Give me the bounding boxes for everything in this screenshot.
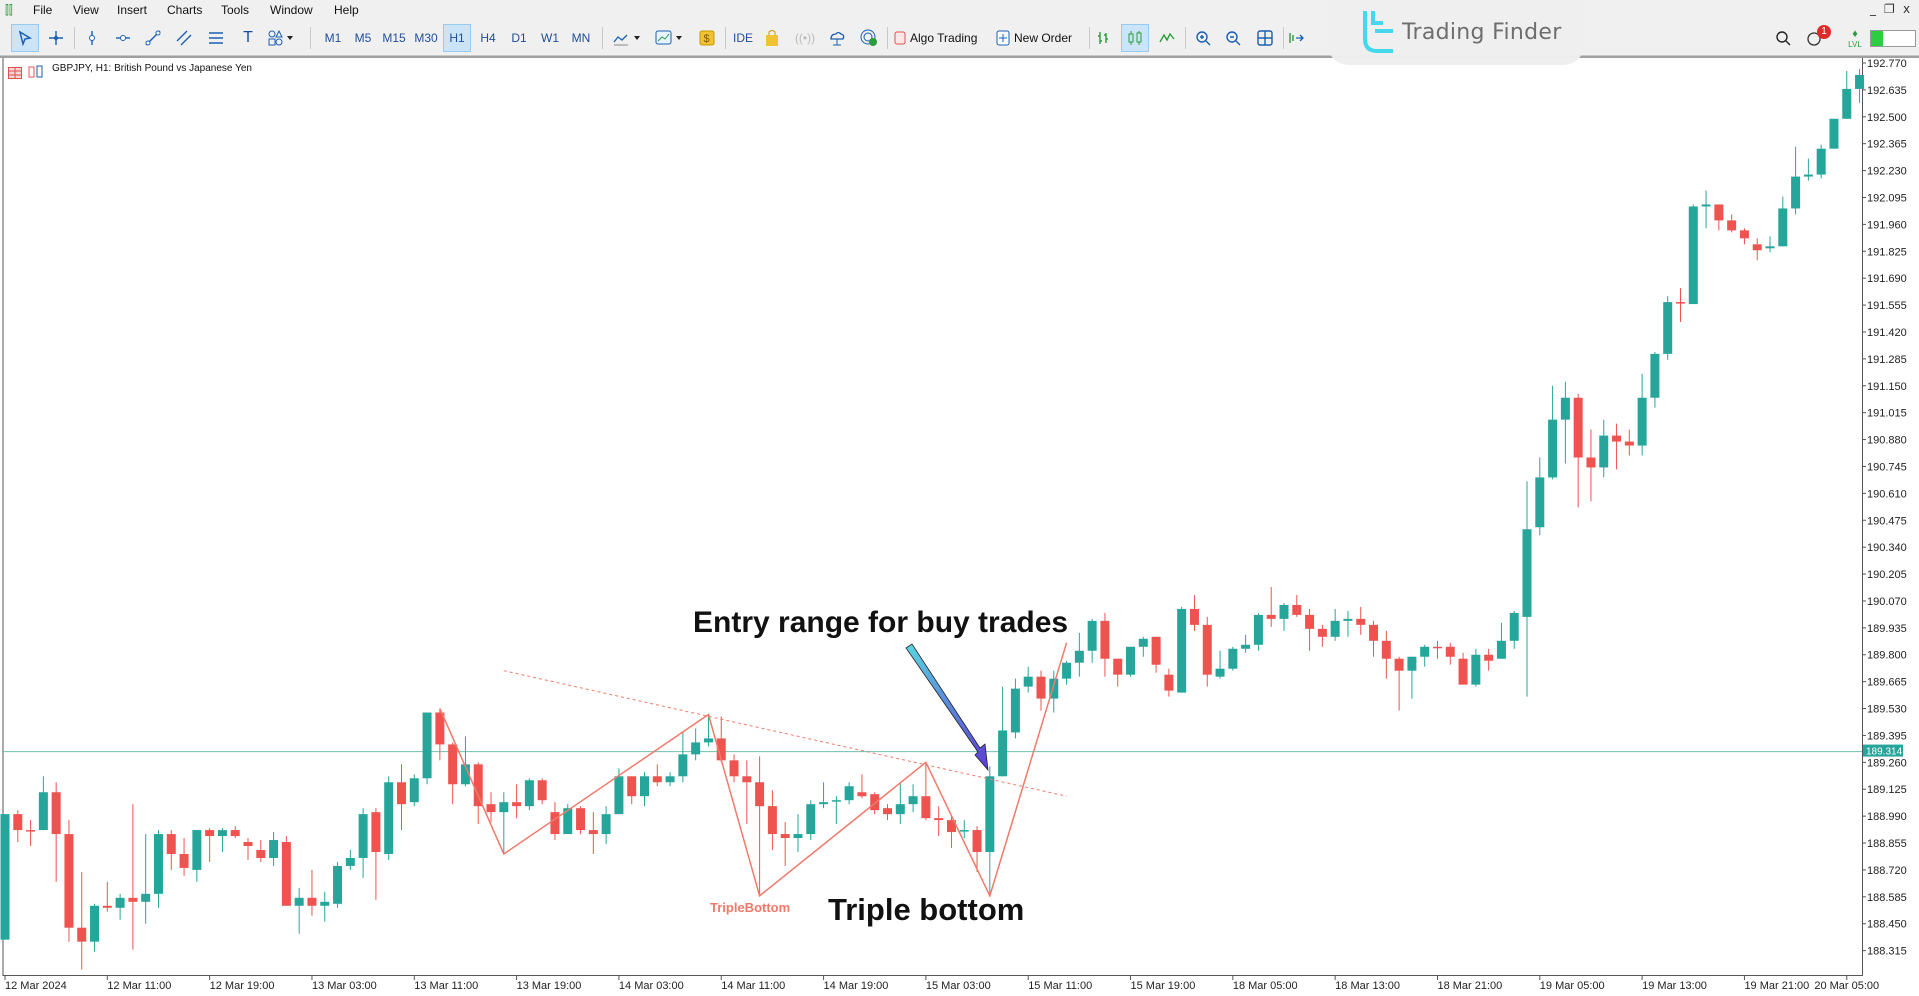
- timeframe-m15[interactable]: M15: [382, 31, 406, 45]
- notification-icon[interactable]: 1: [1803, 24, 1831, 52]
- channel-icon[interactable]: [172, 24, 196, 52]
- minimize-button[interactable]: _: [1870, 2, 1876, 16]
- template-icon[interactable]: [652, 24, 688, 52]
- signals-icon[interactable]: ((•)): [794, 31, 816, 45]
- line-chart-icon[interactable]: [1155, 24, 1179, 52]
- lvl-icon[interactable]: ♦ LVL: [1848, 27, 1862, 49]
- new-order-icon: [996, 30, 1010, 46]
- chart-window[interactable]: [0, 56, 1919, 996]
- candlestick-icon[interactable]: [1121, 24, 1149, 52]
- chart-type-icon: [28, 63, 44, 82]
- app-logo-icon: ⫿⫿: [5, 3, 13, 17]
- crosshair-icon[interactable]: [44, 24, 68, 52]
- indicator-icon[interactable]: [610, 24, 646, 52]
- menu-view[interactable]: View: [73, 3, 99, 17]
- menu-help[interactable]: Help: [334, 3, 359, 17]
- timeframe-h1[interactable]: H1: [443, 24, 471, 52]
- menu-charts[interactable]: Charts: [167, 3, 203, 17]
- bar-chart-icon[interactable]: [1091, 24, 1115, 52]
- algo-trading-button[interactable]: Algo Trading: [894, 24, 988, 52]
- timeframe-mn[interactable]: MN: [571, 31, 591, 45]
- new-order-button[interactable]: New Order: [996, 24, 1084, 52]
- timeframe-d1[interactable]: D1: [511, 31, 527, 45]
- chart-title: GBPJPY, H1: British Pound vs Japanese Ye…: [52, 63, 252, 74]
- radar-icon[interactable]: [857, 24, 881, 52]
- watermark-text: Trading Finder: [1402, 20, 1562, 45]
- timeframe-w1[interactable]: W1: [541, 31, 559, 45]
- battery-icon: [1870, 30, 1916, 47]
- timeframe-m1[interactable]: M1: [324, 31, 342, 45]
- lvl-label: LVL: [1848, 39, 1862, 49]
- cursor-icon[interactable]: [11, 24, 39, 52]
- timeframe-h4[interactable]: H4: [480, 31, 496, 45]
- menu-bar: ⫿⫿ File View Insert Charts Tools Window …: [0, 0, 1919, 21]
- menu-window[interactable]: Window: [270, 3, 313, 17]
- close-button[interactable]: x: [1903, 2, 1911, 16]
- pattern-label: TripleBottom: [710, 900, 791, 915]
- zoom-out-icon[interactable]: [1221, 24, 1245, 52]
- restore-button[interactable]: ❐: [1884, 2, 1895, 16]
- zoom-in-icon[interactable]: [1191, 24, 1215, 52]
- menu-file[interactable]: File: [33, 3, 53, 17]
- vps-icon[interactable]: [825, 24, 849, 52]
- svg-text:$: $: [704, 33, 710, 45]
- trendline-icon[interactable]: [141, 24, 165, 52]
- timeframe-m5[interactable]: M5: [354, 31, 372, 45]
- horizontal-line-icon[interactable]: [111, 24, 135, 52]
- search-icon[interactable]: [1771, 24, 1795, 52]
- notification-badge: 1: [1817, 25, 1831, 39]
- toolbar: T M1 M5 M15 M30 H1 H4 D1 W1 MN $ IDE ((•…: [0, 21, 1919, 56]
- chart-grid-icon: [8, 64, 22, 83]
- market-icon[interactable]: $: [695, 24, 719, 52]
- bag-icon[interactable]: [760, 24, 784, 52]
- autoscroll-icon[interactable]: [1285, 24, 1309, 52]
- algo-trading-icon: [894, 31, 906, 45]
- menu-tools[interactable]: Tools: [221, 3, 250, 17]
- fibonacci-icon[interactable]: [204, 24, 228, 52]
- algo-trading-label: Algo Trading: [910, 31, 978, 45]
- text-icon[interactable]: T: [243, 29, 253, 46]
- shapes-icon[interactable]: [264, 24, 300, 52]
- new-order-label: New Order: [1014, 31, 1073, 45]
- triple-bottom-annotation: Triple bottom: [828, 892, 1025, 927]
- timeframe-m30[interactable]: M30: [414, 31, 438, 45]
- entry-range-annotation: Entry range for buy trades: [693, 606, 1069, 639]
- trading-finder-watermark: Trading Finder: [1327, 0, 1585, 65]
- trading-finder-logo-icon: [1363, 11, 1393, 53]
- ide-button[interactable]: IDE: [732, 31, 753, 45]
- menu-insert[interactable]: Insert: [117, 3, 148, 17]
- vertical-line-icon[interactable]: [80, 24, 104, 52]
- tile-icon[interactable]: [1253, 24, 1277, 52]
